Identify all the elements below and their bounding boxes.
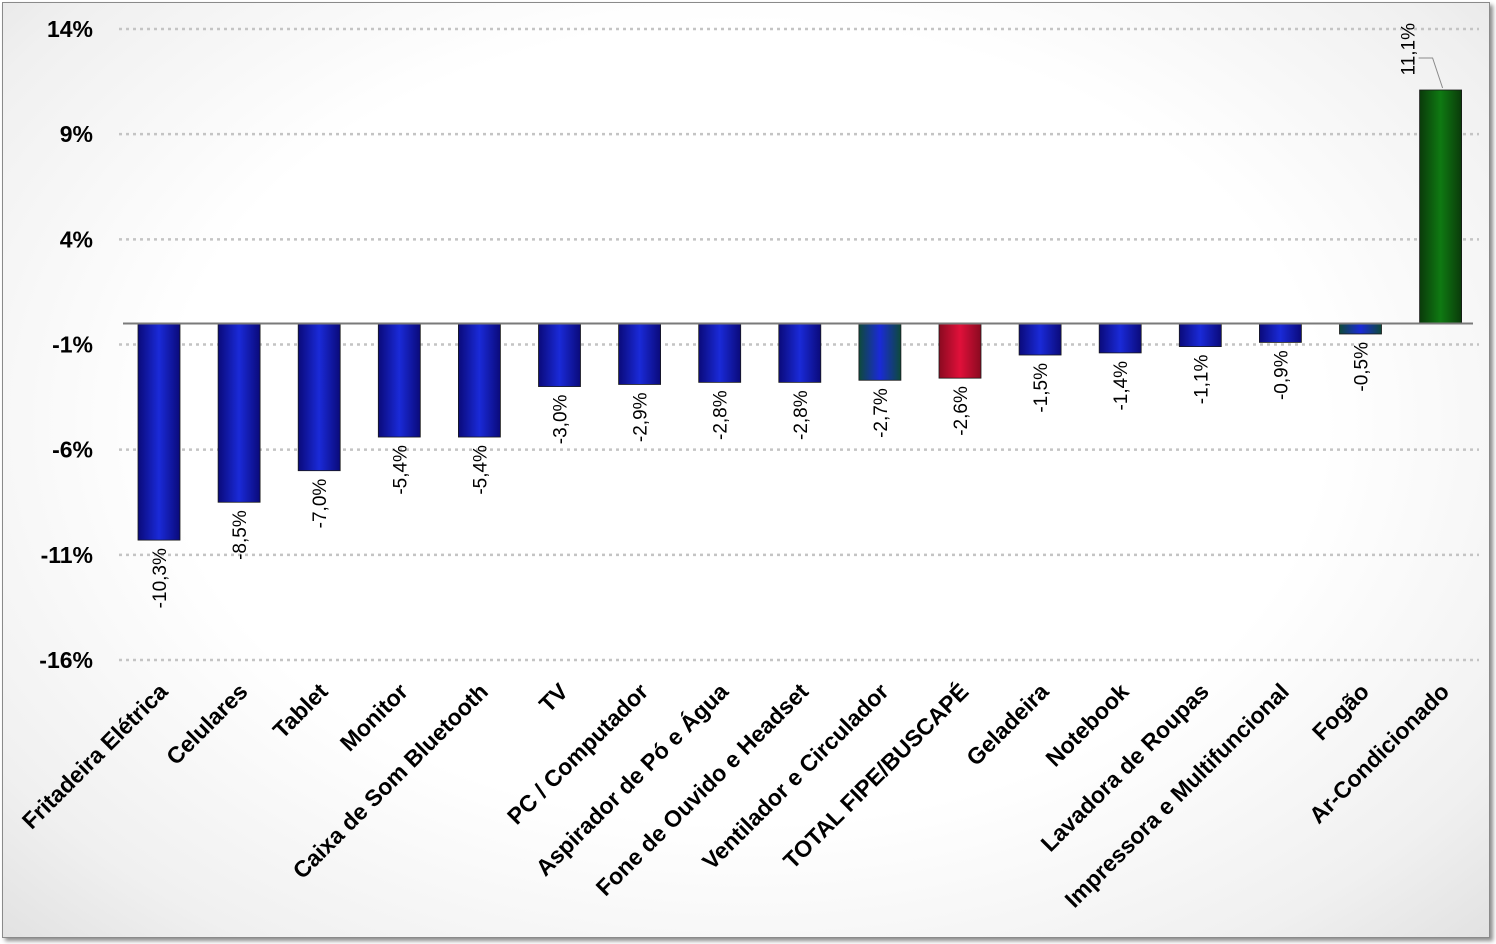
y-tick-label: -6%: [52, 437, 93, 463]
bar: [297, 323, 341, 472]
bar: [698, 323, 742, 383]
bar: [1419, 89, 1462, 324]
data-label: -0,9%: [1271, 350, 1292, 400]
bar: [1259, 323, 1302, 343]
bar: [1018, 323, 1062, 356]
category-label: Ar-Condicionado: [1304, 678, 1454, 828]
data-label: -2,8%: [711, 390, 732, 440]
bar: [377, 323, 421, 438]
leader-line: [1418, 57, 1444, 89]
y-tick-label: -16%: [39, 647, 93, 673]
bar: [778, 323, 822, 383]
category-label: Geladeira: [961, 678, 1054, 771]
bar: [538, 323, 581, 387]
data-label: -0,5%: [1352, 342, 1373, 392]
category-label: Tablet: [268, 678, 333, 743]
data-label: -10,3%: [150, 548, 171, 608]
category-label: Fritadeira Elétrica: [17, 678, 173, 834]
data-label: -7,0%: [310, 479, 331, 529]
y-axis-ticks: 14% 9% 4% -1% -6% -11% -16%: [39, 16, 93, 673]
category-label: Monitor: [335, 678, 413, 756]
bar: [858, 323, 902, 381]
bar: [1098, 323, 1142, 354]
data-label: -5,4%: [390, 445, 411, 495]
y-tick-label: -11%: [41, 542, 93, 568]
bar: [137, 323, 181, 541]
category-label: Celulares: [161, 678, 253, 770]
data-label: -3,0%: [551, 394, 572, 444]
bar: [217, 323, 261, 503]
bar: [1178, 323, 1222, 348]
y-tick-label: 14%: [47, 16, 93, 42]
data-label: -2,8%: [791, 390, 812, 440]
data-label: -8,5%: [230, 510, 251, 560]
data-label: -1,1%: [1191, 355, 1212, 405]
data-label: -1,5%: [1031, 363, 1052, 413]
y-tick-label: 9%: [60, 121, 93, 147]
data-label: 11,1%: [1399, 23, 1420, 76]
bar: [457, 323, 501, 438]
data-label: -2,7%: [871, 388, 892, 438]
bar-chart: 14% 9% 4% -1% -6% -11% -16% -10,3% -8,5% -7,0% -5…: [17, 16, 1479, 913]
category-label: PC / Computador: [502, 678, 653, 829]
y-tick-label: -1%: [52, 332, 93, 358]
data-labels: -10,3% -8,5% -7,0% -5,4% -5,4% -3,0% -2,9% -2,8…: [150, 23, 1444, 608]
bars: [137, 89, 1462, 541]
data-label: -2,9%: [631, 392, 652, 442]
category-label: TV: [534, 678, 574, 718]
category-label: Fogão: [1307, 678, 1374, 745]
data-label: -5,4%: [470, 445, 491, 495]
bar: [618, 323, 661, 385]
data-label: -2,6%: [951, 386, 972, 436]
bar: [938, 323, 982, 379]
data-label: -1,4%: [1111, 361, 1132, 411]
y-tick-label: 4%: [60, 226, 93, 252]
bar: [1339, 323, 1382, 335]
